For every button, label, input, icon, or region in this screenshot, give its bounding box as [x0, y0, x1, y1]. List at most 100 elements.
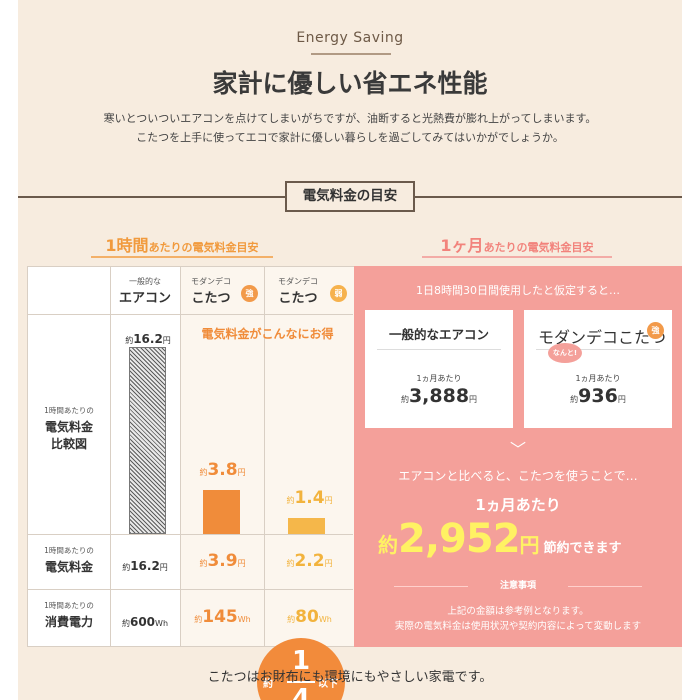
value-unit: 円 — [617, 395, 626, 404]
compare-text: エアコンと比べると、こたつを使うことで… — [398, 469, 638, 483]
monthly-panel: 1日8時間30日間使用したと仮定すると… 一般的なエアコン 1ヵ月あたり 約3,… — [354, 266, 682, 647]
kotatsu-strong-hour-value: 3.8 — [207, 460, 238, 480]
table-hline — [28, 589, 353, 590]
kotatsu-month-card: モダンデコこたつ 強 なんと! 1ヵ月あたり 約936円 — [524, 310, 672, 428]
card-title: 一般的なエアコン — [388, 327, 489, 342]
card-value: 約936円 — [524, 385, 672, 407]
cost-kotatsu-weak: 約2.2円 — [265, 551, 354, 571]
bar-kotatsu-strong — [203, 490, 240, 534]
value-prefix: 約 — [121, 619, 130, 628]
value-prefix: 約 — [194, 615, 203, 624]
section-kicker: Energy Saving — [296, 30, 404, 46]
value-prefix: 約 — [286, 559, 295, 568]
savings-prefix: 約 — [378, 533, 398, 557]
value-unit: 円 — [469, 395, 478, 404]
callout-suffix: 以下 — [318, 679, 338, 690]
power-kotatsu-weak: 約80Wh — [265, 607, 354, 627]
footer-text: こたつはお財布にも環境にもやさしい家電です。 — [207, 670, 493, 685]
column-header-kotatsu-weak: モダンデコ こたつ — [266, 276, 330, 306]
row-label-line2: 比較図 — [50, 437, 87, 451]
badge-weak: 弱 — [330, 285, 347, 302]
row-label-small: 1時間あたりの — [44, 406, 94, 415]
value-prefix: 約 — [287, 615, 296, 624]
per-month-label: 1ヵ月あたり — [475, 496, 561, 514]
power-kotatsu-strong: 約145Wh — [181, 607, 264, 627]
surprise-tag: なんと! — [548, 343, 582, 363]
value-unit: Wh — [318, 615, 332, 624]
card-sub: 1ヵ月あたり — [416, 374, 462, 383]
hourly-heading-underline — [91, 256, 273, 258]
row-label-small: 1時間あたりの — [44, 546, 94, 555]
page-background: Energy Saving 家計に優しい省エネ性能 寒いとついついエアコンを点け… — [18, 0, 682, 700]
table-vline — [110, 267, 111, 646]
table-hline — [28, 314, 353, 315]
callout-numerator: 1 — [291, 646, 311, 676]
bar-label-kotatsu-strong: 約3.8円 — [181, 460, 264, 480]
kotatsu-weak-column — [265, 267, 354, 646]
bar-label-aircon: 約16.2円 — [118, 328, 178, 347]
power-aircon: 約600Wh — [110, 611, 180, 630]
column-header-kotatsu-strong: モダンデコ こたつ — [181, 276, 241, 306]
column-header-name: エアコン — [118, 291, 171, 306]
callout-denominator: 4 — [291, 684, 311, 700]
cost-aircon-value: 16.2 — [130, 559, 160, 573]
cost-aircon: 約16.2円 — [110, 555, 180, 574]
bar-aircon — [129, 347, 166, 534]
row-label-main: 消費電力 — [44, 615, 93, 629]
chevron-down-icon: ﹀ — [509, 440, 526, 459]
savings-amount: 約2,952円 節約できます — [378, 516, 678, 562]
page-title: 家計に優しい省エネ性能 — [212, 69, 488, 98]
value-unit: Wh — [155, 619, 169, 628]
monthly-heading: 1ヶ月あたりの電気料金目安 — [422, 232, 612, 256]
kotatsu-strong-column — [181, 267, 264, 646]
table-vline — [180, 267, 181, 646]
card-divider — [536, 349, 660, 350]
savings-headline: 電気料金がこんなにお得 — [201, 327, 334, 341]
divider-left — [18, 196, 285, 198]
row-label-line1: 電気料金 — [44, 420, 93, 434]
monthly-heading-big: 1ヶ月 — [440, 236, 484, 255]
assumption-text: 1日8時間30日間使用したと仮定すると… — [416, 284, 620, 297]
power-aircon-value: 600 — [129, 615, 156, 629]
hourly-heading-big: 1時間 — [105, 236, 149, 255]
cost-kotatsu-strong-value: 3.9 — [207, 551, 238, 571]
value-prefix: 約 — [122, 563, 131, 572]
value-prefix: 約 — [125, 336, 134, 345]
value-prefix: 約 — [400, 395, 409, 404]
lead-text-2: こたつを上手に使ってエコで家計に優しい暮らしを過ごしてみてはいかがでしょうか。 — [136, 131, 564, 144]
column-header-aircon: 一般的な エアコン — [110, 276, 180, 306]
hourly-heading: 1時間あたりの電気料金目安 — [91, 232, 273, 256]
kotatsu-weak-hour-value: 1.4 — [294, 488, 325, 508]
savings-suffix: 節約できます — [543, 541, 622, 556]
notice-title: 注意事項 — [468, 578, 568, 591]
lead-text-1: 寒いとついついエアコンを点けてしまいがちですが、油断すると光熱費が膨れ上がってし… — [103, 112, 597, 125]
column-header-sub: モダンデコ — [191, 277, 231, 286]
card-title: モダンデコこたつ — [538, 328, 667, 347]
value-unit: 円 — [159, 563, 168, 572]
badge-strong: 強 — [647, 322, 664, 339]
bar-kotatsu-weak — [288, 518, 325, 534]
aircon-hour-value: 16.2 — [133, 332, 163, 346]
value-unit: 円 — [237, 468, 246, 477]
row-label-main: 電気料金 — [44, 560, 93, 574]
section-label: 電気料金の目安 — [285, 181, 415, 212]
value-unit: 円 — [162, 336, 171, 345]
monthly-heading-small: あたりの電気料金目安 — [483, 241, 594, 254]
aircon-month-card: 一般的なエアコン 1ヵ月あたり 約3,888円 — [365, 310, 513, 428]
notice-line-1: 上記の金額は参考例となります。 — [447, 606, 589, 617]
table-hline — [28, 534, 353, 535]
divider-right — [415, 196, 682, 198]
bar-label-kotatsu-weak: 約1.4円 — [265, 488, 354, 508]
column-header-name: こたつ — [278, 291, 318, 306]
row-label-small: 1時間あたりの — [44, 601, 94, 610]
callout-prefix: 約 — [263, 679, 273, 690]
row-label-power: 1時間あたりの 消費電力 — [28, 600, 110, 630]
row-label-cost: 1時間あたりの 電気料金 — [28, 545, 110, 575]
aircon-month-value: 3,888 — [408, 385, 470, 407]
card-sub: 1ヵ月あたり — [575, 374, 621, 383]
row-label-chart: 1時間あたりの 電気料金 比較図 — [28, 405, 110, 452]
value-prefix: 約 — [199, 468, 208, 477]
value-unit: 円 — [237, 559, 246, 568]
value-unit: 円 — [324, 496, 333, 505]
power-kotatsu-strong-value: 145 — [202, 607, 238, 627]
